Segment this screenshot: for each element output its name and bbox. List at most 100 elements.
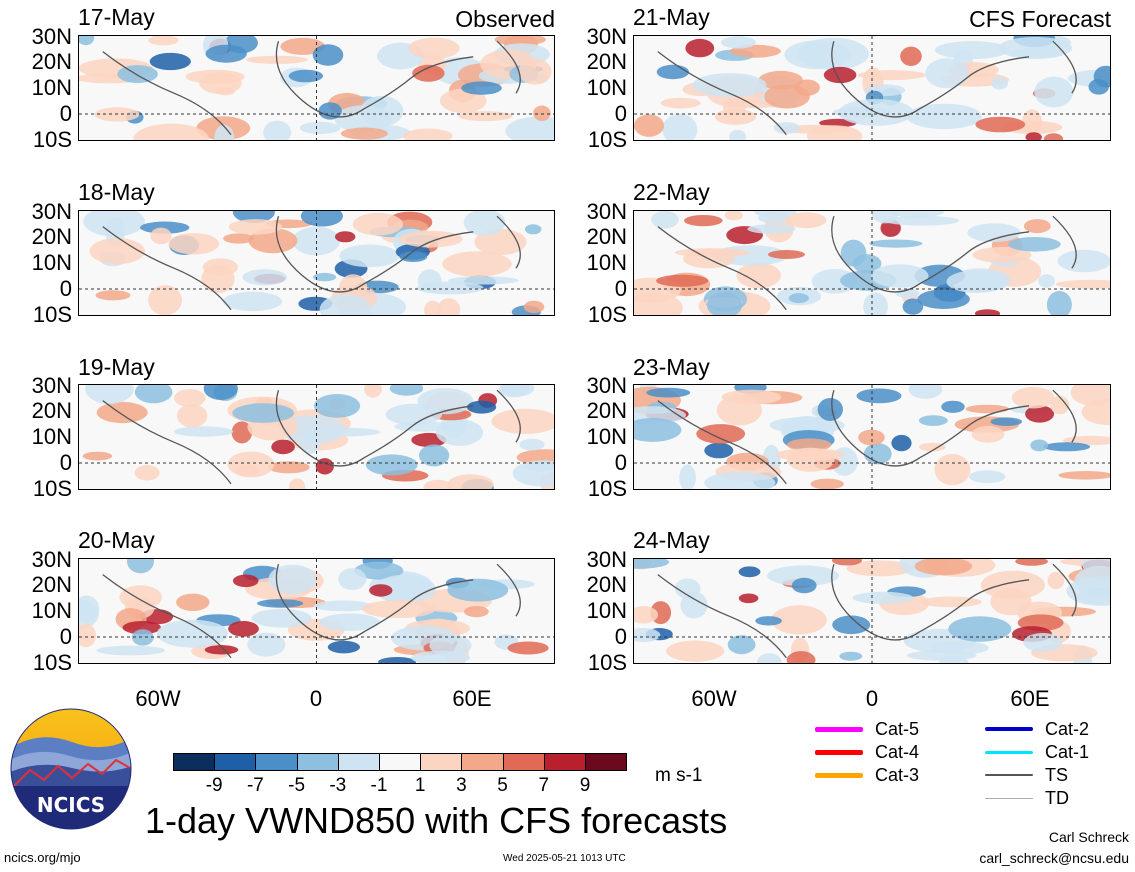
footer-timestamp: Wed 2025-05-21 1013 UTC: [503, 853, 626, 864]
lat-label: 10S: [32, 650, 72, 675]
lon-label-60w: 60W: [135, 686, 181, 711]
lat-label: 30N: [31, 547, 72, 572]
colorbar-swatch: [255, 753, 298, 771]
lat-label: 0: [59, 450, 72, 475]
legend-swatch: [815, 749, 863, 755]
lon-label-0: 0: [865, 686, 879, 711]
lat-label: 10S: [587, 127, 627, 152]
colorbar-tick: -5: [288, 775, 306, 796]
map-panel-observed-1: [78, 35, 555, 141]
map-panel-forecast-1: [633, 35, 1111, 141]
main-title: 1-day VWND850 with CFS forecasts: [145, 800, 728, 841]
legend-label: Cat-5: [875, 719, 920, 739]
footer-email: carl_schreck@ncsu.edu: [979, 850, 1129, 866]
lat-label: 20N: [31, 49, 72, 74]
map-panel-forecast-4: [633, 558, 1111, 664]
panel-date: 19-May: [78, 354, 155, 380]
lat-label: 10S: [32, 302, 72, 327]
legend-label: TD: [1045, 788, 1069, 808]
footer-author: Carl Schreck: [1048, 829, 1129, 845]
lat-label: 20N: [586, 572, 627, 597]
lat-label: 30N: [31, 24, 72, 49]
colorbar-swatch: [420, 753, 463, 771]
observed-header: Observed: [455, 6, 555, 32]
colorbar-units: m s-1: [655, 765, 703, 786]
lat-label: 10S: [587, 650, 627, 675]
colorbar: -9 -7 -5 -3 -1 1 3 5 7 9: [173, 753, 628, 799]
legend-label: Cat-1: [1045, 742, 1090, 762]
legend-swatch: [815, 772, 863, 778]
panel-date: 18-May: [78, 179, 155, 205]
map-panel-observed-4: [78, 558, 555, 664]
map-panel-forecast-2: [633, 210, 1111, 316]
map-panel-forecast-3: [633, 384, 1111, 490]
lat-label: 10N: [31, 250, 72, 275]
lon-label-0: 0: [309, 686, 323, 711]
lat-label: 10N: [31, 75, 72, 100]
lat-label: 10N: [31, 424, 72, 449]
lat-label: 30N: [586, 24, 627, 49]
colorbar-swatch: [379, 753, 422, 771]
lat-label: 10S: [32, 127, 72, 152]
lon-label-60e: 60E: [1010, 686, 1050, 711]
legend-label: Cat-2: [1045, 719, 1090, 739]
lon-label-60e: 60E: [452, 686, 492, 711]
lat-label: 10N: [31, 598, 72, 623]
colorbar-swatch: [502, 753, 545, 771]
lat-label: 20N: [586, 49, 627, 74]
lat-label: 0: [59, 624, 72, 649]
legend-label: Cat-3: [875, 765, 920, 785]
colorbar-swatch: [296, 753, 339, 771]
lat-label: 20N: [586, 224, 627, 249]
map-panel-observed-3: [78, 384, 555, 490]
colorbar-tick: 5: [497, 775, 508, 796]
logo-text: NCICS: [37, 793, 105, 817]
lat-label: 0: [614, 276, 627, 301]
lat-label: 10N: [586, 598, 627, 623]
colorbar-swatch: [543, 753, 586, 771]
colorbar-swatch: [173, 753, 216, 771]
lat-label: 30N: [586, 373, 627, 398]
panel-date: 23-May: [633, 354, 710, 380]
legend-swatch: [985, 797, 1033, 799]
colorbar-tick: 3: [456, 775, 467, 796]
panel-date: 21-May: [633, 4, 710, 30]
panel-date: 20-May: [78, 527, 155, 553]
colorbar-tick: -3: [329, 775, 347, 796]
lat-label: 0: [614, 624, 627, 649]
legend-swatch: [985, 750, 1033, 754]
colorbar-swatch: [585, 753, 628, 771]
colorbar-tick: 1: [414, 775, 426, 796]
lat-label: 0: [614, 450, 627, 475]
footer-url: ncics.org/mjo: [4, 850, 81, 865]
colorbar-tick: -1: [370, 775, 388, 796]
lat-label: 20N: [31, 398, 72, 423]
colorbar-swatch: [461, 753, 504, 771]
colorbar-tick: 7: [538, 775, 550, 796]
panel-date: 17-May: [78, 4, 155, 30]
lat-label: 10N: [586, 250, 627, 275]
colorbar-swatch: [214, 753, 257, 771]
lat-label: 30N: [586, 199, 627, 224]
legend-swatch: [815, 726, 863, 732]
lat-label: 10S: [587, 302, 627, 327]
forecast-header: CFS Forecast: [969, 6, 1111, 32]
lat-label: 0: [59, 101, 72, 126]
map-panel-observed-2: [78, 210, 555, 316]
ncics-logo: NCICS: [10, 708, 132, 830]
lon-label-60w: 60W: [691, 686, 737, 711]
lat-label: 10S: [32, 476, 72, 501]
colorbar-swatch: [337, 753, 380, 771]
lat-label: 30N: [31, 373, 72, 398]
colorbar-tick: 9: [579, 775, 591, 796]
lat-label: 30N: [31, 199, 72, 224]
lat-label: 0: [614, 101, 627, 126]
lat-label: 20N: [31, 224, 72, 249]
lat-label: 30N: [586, 547, 627, 572]
legend-label: Cat-4: [875, 742, 920, 762]
legend-swatch: [985, 727, 1033, 731]
panel-date: 24-May: [633, 527, 710, 553]
colorbar-tick: -9: [205, 775, 223, 796]
lat-label: 0: [59, 276, 72, 301]
lat-label: 10N: [586, 75, 627, 100]
